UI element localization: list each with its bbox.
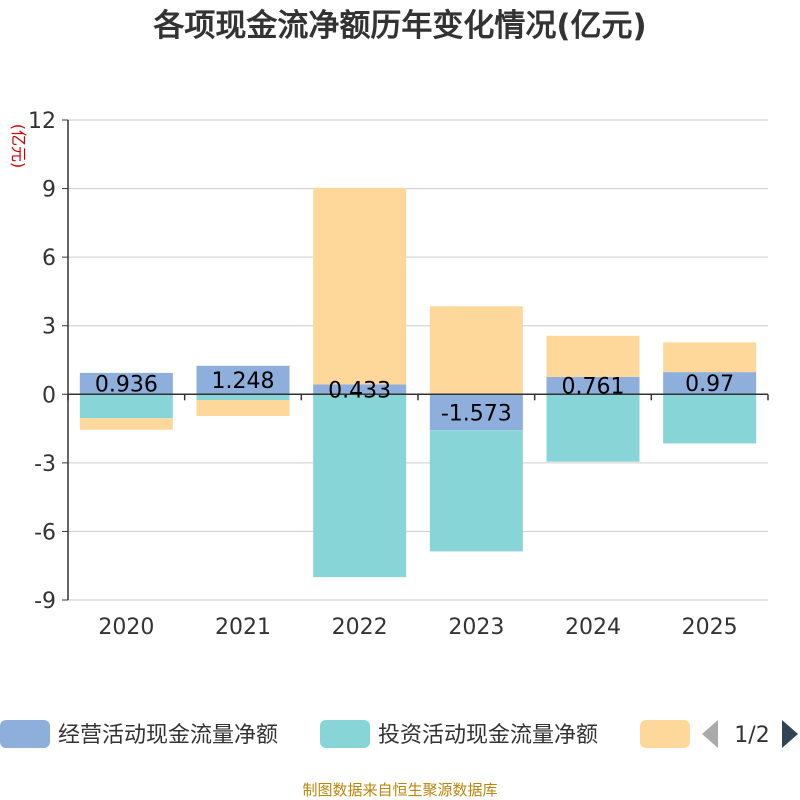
x-tick-label: 2020: [98, 615, 154, 640]
bar-3-2022: [313, 187, 407, 385]
legend-next-page-icon[interactable]: [782, 720, 798, 748]
bar-2-2023: [429, 430, 523, 552]
y-axis-unit: (亿元): [9, 124, 28, 169]
bar-3-2025: [663, 342, 757, 373]
bar-3-2021: [196, 400, 290, 416]
bar-2-2021: [196, 394, 290, 400]
bars: [79, 187, 757, 578]
x-tick-label: 2022: [332, 615, 388, 640]
bar-3-2024: [546, 335, 640, 377]
chart-title: 各项现金流净额历年变化情况(亿元): [152, 8, 646, 44]
axes: [62, 119, 769, 601]
y-tick-label: 12: [28, 109, 56, 134]
legend-swatch-2[interactable]: [320, 720, 370, 748]
x-tick-label: 2024: [565, 615, 621, 640]
bar-1-2021: [196, 365, 290, 395]
x-axis-labels: 2020 2021 2022 2023 2024 2025: [98, 615, 737, 640]
data-label: 0.97: [685, 372, 734, 397]
y-tick-label: -6: [34, 520, 56, 545]
x-tick-label: 2023: [448, 615, 504, 640]
y-tick-label: 0: [42, 383, 56, 408]
y-tick-label: -3: [34, 452, 56, 477]
bar-1-2024: [546, 376, 640, 395]
legend-label-1[interactable]: 经营活动现金流量净额: [58, 723, 278, 748]
bar-2-2025: [663, 394, 757, 444]
bar-1-2025: [663, 372, 757, 395]
data-label: 0.761: [562, 375, 625, 400]
bar-2-2024: [546, 394, 640, 462]
bar-2-2022: [313, 394, 407, 578]
legend-swatch-3[interactable]: [640, 720, 690, 748]
data-label: 0.936: [95, 373, 158, 398]
source-note: 制图数据来自恒生聚源数据库: [302, 781, 497, 799]
bar-3-2023: [429, 306, 523, 395]
data-label: -1.573: [441, 401, 512, 426]
x-tick-label: 2025: [682, 615, 738, 640]
y-tick-label: -9: [34, 589, 56, 614]
legend-page-indicator: 1/2: [734, 723, 769, 748]
legend-prev-page-icon[interactable]: [702, 720, 718, 748]
y-tick-label: 3: [42, 315, 56, 340]
y-tick-label: 9: [42, 178, 56, 203]
bar-1-2020: [79, 372, 173, 395]
bar-1-2022: [313, 384, 407, 395]
y-tick-label: 6: [42, 246, 56, 271]
data-label: 0.433: [328, 378, 391, 403]
x-tick-label: 2021: [215, 615, 271, 640]
data-label: 1.248: [212, 369, 275, 394]
data-labels: 0.936 1.248 0.433 -1.573 0.761 0.97: [95, 369, 734, 426]
y-axis-ticks: -9 -6 -3 0 3 6 9 12: [28, 109, 56, 614]
bar-2-2020: [79, 394, 173, 419]
legend-swatch-1[interactable]: [0, 720, 50, 748]
bar-3-2020: [79, 418, 173, 430]
legend: 经营活动现金流量净额 投资活动现金流量净额 1/2: [0, 720, 798, 748]
legend-label-2[interactable]: 投资活动现金流量净额: [378, 723, 598, 748]
bar-1-2023: [429, 394, 523, 431]
gridlines: [68, 119, 768, 601]
